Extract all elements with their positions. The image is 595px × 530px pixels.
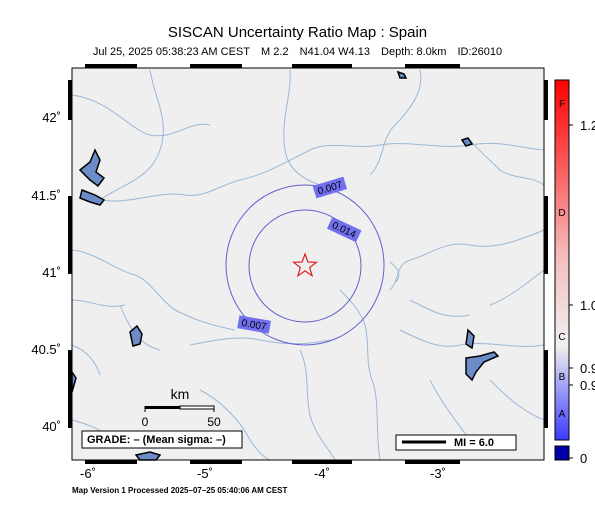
lat-label: 41.5˚ bbox=[31, 188, 61, 203]
lat-label: 40.5˚ bbox=[31, 342, 61, 357]
event-depth: Depth: 8.0km bbox=[381, 46, 447, 58]
lat-label: 40˚ bbox=[42, 419, 61, 434]
lon-label: -6˚ bbox=[80, 466, 96, 481]
lon-label: -4˚ bbox=[314, 466, 330, 481]
contour-outer bbox=[225, 184, 385, 346]
colorbar-value: 0.9 bbox=[580, 378, 595, 393]
map-title: SISCAN Uncertainty Ratio Map : Spain bbox=[167, 24, 428, 41]
colorbar: F D C B A 1.2 1.0 0.9 0.9 0 bbox=[554, 79, 595, 466]
colorbar-letter: A bbox=[559, 409, 566, 420]
star-icon bbox=[291, 252, 319, 278]
contour-label-outer-bottom: 0.007 bbox=[241, 318, 268, 333]
grade-text: GRADE: – (Mean sigma: –) bbox=[87, 434, 226, 446]
scale-bar-tick: 50 bbox=[207, 415, 221, 429]
lat-label: 41˚ bbox=[42, 265, 61, 280]
event-id: ID:26010 bbox=[457, 46, 503, 58]
colorbar-letter: F bbox=[559, 99, 565, 110]
colorbar-nodata bbox=[554, 445, 570, 461]
mi-legend-text: MI = 6.0 bbox=[454, 437, 494, 449]
lon-label: -5˚ bbox=[197, 466, 213, 481]
contour-inner bbox=[248, 209, 362, 323]
event-magnitude: M 2.2 bbox=[261, 46, 289, 58]
lat-label: 42˚ bbox=[42, 110, 61, 125]
colorbar-value: 0.9 bbox=[580, 361, 595, 376]
frame-ticks bbox=[68, 64, 548, 464]
colorbar-letter: D bbox=[558, 208, 565, 219]
event-location: N41.04 W4.13 bbox=[299, 46, 370, 58]
uncertainty-contours bbox=[225, 184, 385, 346]
colorbar-value: 0 bbox=[580, 451, 587, 466]
lon-label: -3˚ bbox=[430, 466, 446, 481]
event-info: Jul 25, 2025 05:38:23 AM CEST M 2.2 N41.… bbox=[0, 46, 595, 58]
processing-footer: Map Version 1 Processed 2025–07–25 05:40… bbox=[72, 486, 288, 495]
colorbar-gradient bbox=[554, 79, 570, 441]
colorbar-letter: C bbox=[558, 332, 565, 343]
colorbar-value: 1.0 bbox=[580, 298, 595, 313]
grade-box: GRADE: – (Mean sigma: –) bbox=[81, 430, 243, 449]
scale-bar-title: km bbox=[171, 386, 190, 402]
rivers bbox=[71, 69, 545, 461]
mi-legend: MI = 6.0 bbox=[395, 434, 517, 451]
lon-axis: -6˚ -5˚ -4˚ -3˚ bbox=[80, 466, 446, 481]
colorbar-value: 1.2 bbox=[580, 118, 595, 133]
scale-bar-tick: 0 bbox=[142, 415, 149, 429]
lat-axis: 42˚ 41.5˚ 41˚ 40.5˚ 40˚ bbox=[31, 110, 61, 434]
scale-bar: km 0 50 bbox=[142, 386, 221, 429]
land-area bbox=[72, 68, 544, 460]
colorbar-letter: B bbox=[559, 372, 566, 383]
event-datetime: Jul 25, 2025 05:38:23 AM CEST bbox=[92, 46, 250, 58]
